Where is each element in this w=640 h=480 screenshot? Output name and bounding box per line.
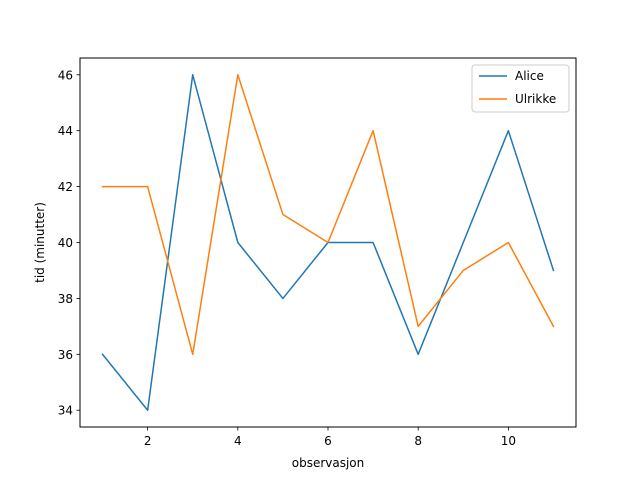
x-tick-label: 2 xyxy=(144,434,152,448)
y-tick-label: 42 xyxy=(58,180,73,194)
y-tick-label: 38 xyxy=(58,292,73,306)
series-line-ulrikke xyxy=(101,74,555,356)
legend-label-alice: Alice xyxy=(515,69,544,83)
x-tick-label: 4 xyxy=(234,434,242,448)
y-tick-label: 36 xyxy=(58,348,73,362)
legend-label-ulrikke: Ulrikke xyxy=(515,92,556,106)
y-tick-label: 40 xyxy=(58,236,73,250)
y-tick-label: 44 xyxy=(58,124,73,138)
x-tick-label: 10 xyxy=(501,434,516,448)
x-tick-label: 6 xyxy=(324,434,332,448)
x-axis-label: observasjon xyxy=(292,456,365,470)
y-tick-label: 46 xyxy=(58,68,73,82)
legend: Alice Ulrikke xyxy=(471,64,570,113)
x-tick-label: 8 xyxy=(414,434,422,448)
y-tick-label: 34 xyxy=(58,404,73,418)
y-axis-label: tid (minutter) xyxy=(33,202,47,283)
